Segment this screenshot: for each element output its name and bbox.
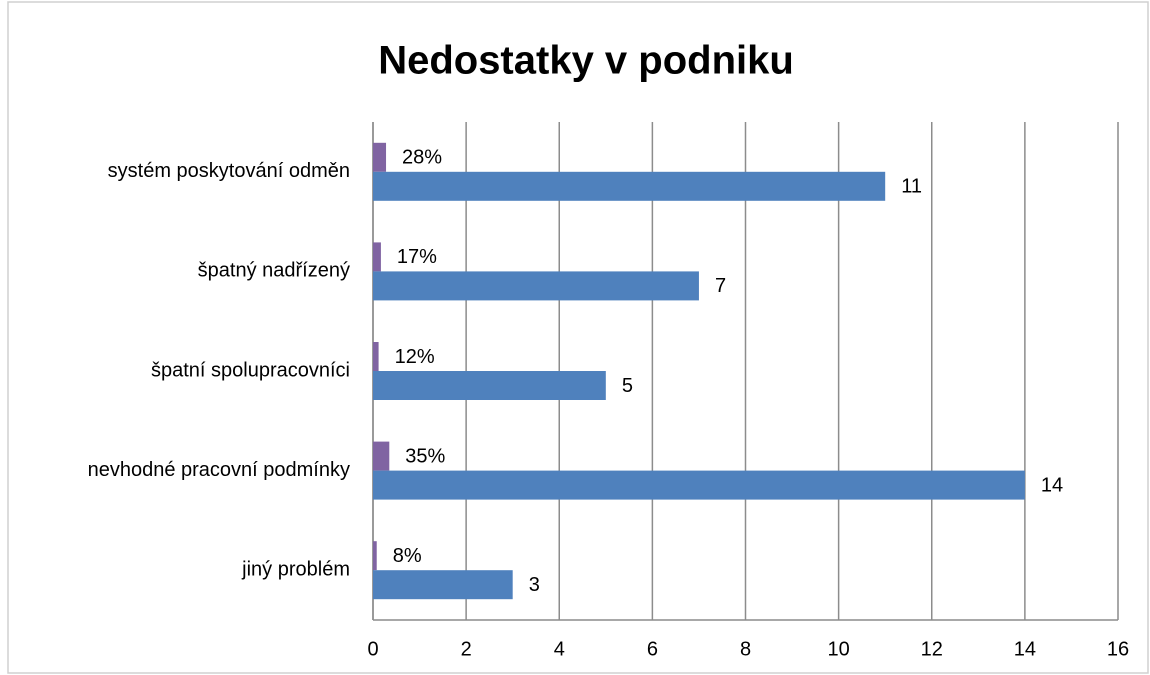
y-tick-label: nevhodné pracovní podmínky (88, 459, 350, 481)
data-label: 5 (622, 375, 633, 397)
data-label: 35% (405, 445, 445, 467)
data-label: 14 (1041, 474, 1063, 496)
x-tick-label: 6 (647, 638, 658, 660)
x-tick-label: 0 (367, 638, 378, 660)
bar (373, 171, 886, 201)
data-label: 3 (529, 574, 540, 596)
y-tick-label: systém poskytování odměn (108, 160, 350, 182)
bar (373, 470, 1025, 500)
bar (373, 371, 606, 400)
bar (373, 142, 387, 172)
x-tick-label: 2 (461, 638, 472, 660)
x-tick-label: 16 (1107, 638, 1129, 660)
y-tick-label: špatný nadřízený (198, 260, 350, 282)
data-label: 17% (397, 246, 437, 268)
chart-title: Nedostatky v podniku (378, 39, 794, 83)
x-tick-label: 12 (921, 638, 943, 660)
bar (373, 271, 699, 301)
bar (373, 570, 513, 600)
x-tick-label: 14 (1014, 638, 1036, 660)
data-label: 28% (402, 147, 442, 169)
bar (373, 441, 390, 471)
bar (373, 242, 381, 272)
data-label: 11 (901, 176, 922, 198)
chart-frame (7, 1, 1149, 674)
bar (373, 342, 379, 371)
y-tick-label: špatní spolupracovníci (151, 359, 350, 381)
x-tick-label: 4 (554, 638, 565, 660)
data-label: 12% (395, 346, 435, 368)
y-tick-label: jiný problém (241, 558, 350, 580)
data-label: 7 (715, 275, 726, 297)
bar (373, 541, 377, 571)
x-tick-label: 10 (828, 638, 850, 660)
data-label: 8% (393, 545, 422, 567)
x-tick-label: 8 (740, 638, 751, 660)
